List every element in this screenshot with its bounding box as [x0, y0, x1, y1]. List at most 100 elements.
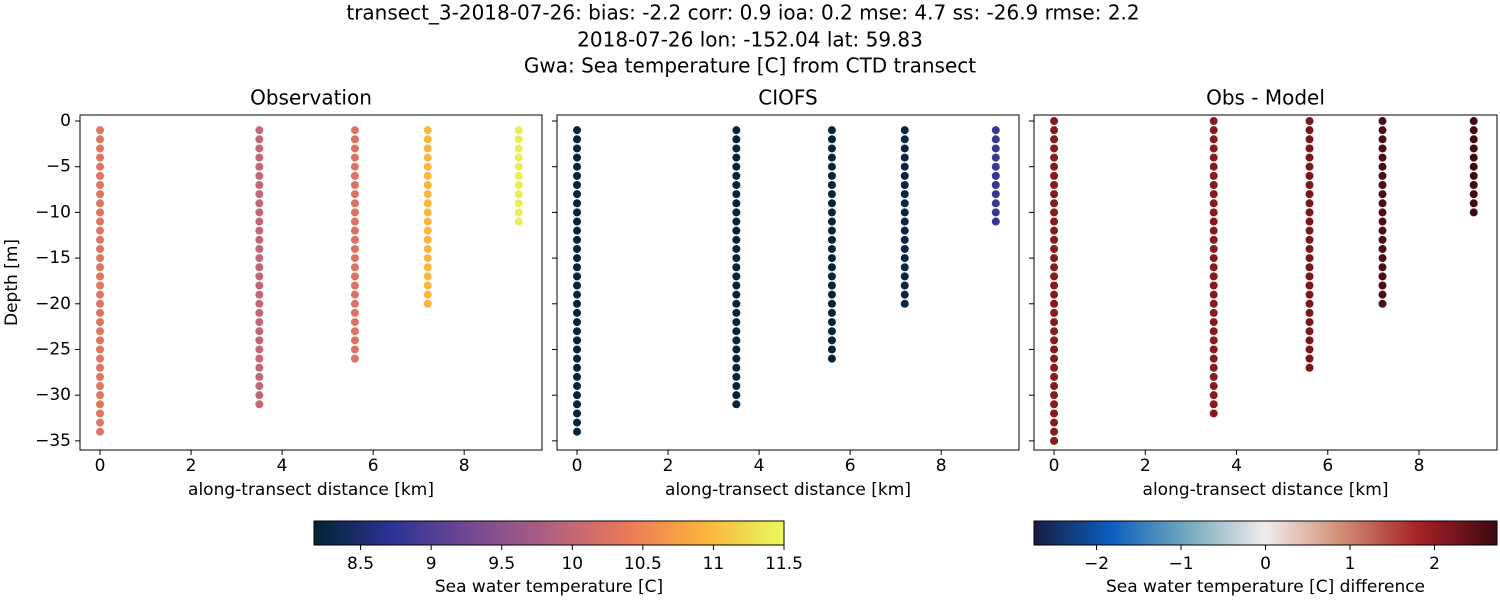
point	[900, 208, 909, 217]
point	[1305, 162, 1314, 171]
point	[423, 190, 432, 199]
point	[255, 354, 264, 363]
x-tick-label: 6	[1322, 456, 1333, 476]
point	[573, 299, 582, 308]
point	[1050, 180, 1059, 189]
point	[96, 290, 105, 299]
point	[1469, 144, 1478, 153]
point	[827, 235, 836, 244]
point	[255, 254, 264, 263]
point	[350, 217, 359, 226]
point	[1050, 290, 1059, 299]
point	[573, 363, 582, 372]
axes-frame	[1033, 114, 1498, 451]
point	[1050, 263, 1059, 272]
point	[1378, 299, 1387, 308]
point	[573, 208, 582, 217]
point	[827, 126, 836, 135]
point	[1378, 144, 1387, 153]
point	[1305, 299, 1314, 308]
point	[573, 382, 582, 391]
point	[1050, 336, 1059, 345]
point	[255, 299, 264, 308]
point	[1209, 199, 1218, 208]
point	[573, 372, 582, 381]
point	[1209, 382, 1218, 391]
point	[423, 244, 432, 253]
x-tick-label: 6	[845, 456, 856, 476]
point	[827, 226, 836, 235]
point	[732, 199, 741, 208]
point	[255, 391, 264, 400]
x-tick-label: 8	[936, 456, 947, 476]
point	[732, 391, 741, 400]
point	[1050, 171, 1059, 180]
point	[1469, 190, 1478, 199]
point	[1209, 336, 1218, 345]
point	[573, 263, 582, 272]
point	[1209, 263, 1218, 272]
point	[1209, 153, 1218, 162]
point	[96, 272, 105, 281]
point	[1469, 171, 1478, 180]
point	[255, 372, 264, 381]
point	[991, 126, 1000, 135]
point	[255, 171, 264, 180]
point	[732, 208, 741, 217]
point	[1305, 153, 1314, 162]
point	[1050, 363, 1059, 372]
point	[1378, 171, 1387, 180]
point	[991, 199, 1000, 208]
point	[573, 171, 582, 180]
point	[827, 263, 836, 272]
point	[732, 254, 741, 263]
point	[255, 153, 264, 162]
point	[96, 180, 105, 189]
point	[96, 327, 105, 336]
point	[255, 180, 264, 189]
point	[423, 126, 432, 135]
point	[1050, 208, 1059, 217]
point	[423, 290, 432, 299]
point	[573, 235, 582, 244]
point	[1305, 363, 1314, 372]
point	[514, 153, 523, 162]
x-tick-label: 8	[1414, 456, 1425, 476]
point	[96, 391, 105, 400]
colorbar-tick-label: 0	[1260, 554, 1271, 574]
point	[96, 217, 105, 226]
point	[732, 153, 741, 162]
point	[1469, 117, 1478, 126]
point	[96, 318, 105, 327]
point	[1209, 162, 1218, 171]
point	[255, 217, 264, 226]
point	[1378, 180, 1387, 189]
colorbar-tick-label: −2	[1084, 554, 1109, 574]
figure-title: transect_3-2018-07-26: bias: -2.2 corr: …	[346, 1, 1139, 25]
point	[1378, 199, 1387, 208]
point	[1209, 327, 1218, 336]
point	[423, 199, 432, 208]
point	[514, 162, 523, 171]
point	[255, 327, 264, 336]
point	[991, 144, 1000, 153]
point	[1050, 117, 1059, 126]
point	[827, 336, 836, 345]
panel-title: Obs - Model	[1206, 86, 1325, 110]
point	[350, 263, 359, 272]
point	[732, 272, 741, 281]
point	[1305, 199, 1314, 208]
colorbar-tick-label: 9	[426, 554, 437, 574]
point	[1305, 180, 1314, 189]
axes-frame	[79, 114, 543, 451]
point	[1050, 226, 1059, 235]
point	[1209, 244, 1218, 253]
x-tick-label: 8	[459, 456, 470, 476]
point	[732, 345, 741, 354]
point	[1050, 382, 1059, 391]
colorbar-tick-label: 8.5	[347, 554, 374, 574]
point	[732, 171, 741, 180]
colorbar-tick-label: 9.5	[488, 554, 515, 574]
point	[255, 190, 264, 199]
point	[1305, 263, 1314, 272]
